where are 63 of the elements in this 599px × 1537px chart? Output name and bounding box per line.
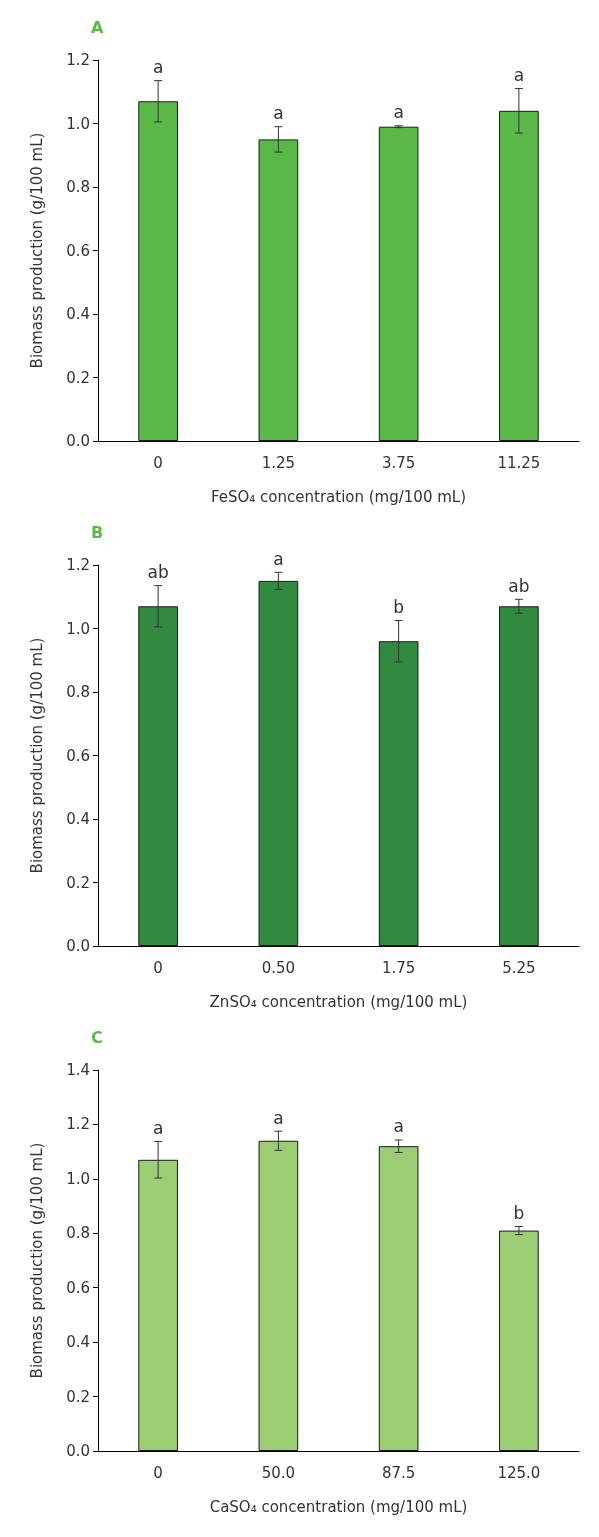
annotation: a — [273, 548, 284, 569]
y-tick-label: 0.8 — [66, 683, 90, 701]
annotation: a — [273, 103, 284, 124]
x-tick-label: 0 — [153, 958, 163, 977]
annotation: a — [393, 1115, 404, 1136]
bar — [138, 1159, 178, 1451]
annotation: ab — [147, 562, 169, 583]
y-tick-label: 1.4 — [66, 1061, 90, 1079]
x-tick-label: 1.75 — [381, 958, 416, 977]
bar — [258, 1140, 299, 1451]
y-tick-label: 1.0 — [66, 619, 90, 638]
annotation: b — [513, 1202, 525, 1223]
annotation: ab — [508, 575, 530, 596]
y-tick-label: 1.2 — [66, 51, 90, 69]
x-tick-label: 87.5 — [381, 1463, 416, 1482]
x-tick-label: 0.50 — [261, 958, 296, 977]
x-tick-label: 11.25 — [497, 453, 541, 472]
x-tick-label: 5.25 — [502, 958, 536, 977]
chart-title: C — [91, 1027, 103, 1047]
y-tick-label: 0.6 — [66, 1278, 90, 1297]
y-tick-label: 1.0 — [66, 114, 90, 133]
y-tick-label: 0.2 — [66, 873, 90, 892]
y-axis-title: Biomass production (g/100 mL) — [27, 132, 46, 369]
bar — [258, 139, 299, 441]
y-tick-label: 0.6 — [66, 746, 90, 765]
annotation: a — [152, 1118, 164, 1139]
y-tick-label: 0.4 — [66, 810, 90, 828]
x-axis-title: FeSO₄ concentration (mg/100 mL) — [210, 487, 467, 506]
annotation: b — [393, 597, 405, 618]
bar — [378, 126, 419, 441]
bar — [499, 110, 539, 441]
y-tick-label: 0.2 — [66, 1387, 90, 1406]
annotation: a — [513, 65, 525, 86]
y-tick-label: 0.0 — [66, 937, 90, 955]
x-tick-label: 125.0 — [497, 1463, 541, 1482]
y-axis-title: Biomass production (g/100 mL) — [27, 637, 46, 874]
x-tick-label: 0 — [153, 453, 163, 472]
x-tick-label: 3.75 — [381, 453, 416, 472]
bar — [378, 1146, 419, 1451]
x-tick-label: 1.25 — [261, 453, 296, 472]
y-tick-label: 1.2 — [66, 1115, 90, 1134]
x-tick-label: 50.0 — [261, 1463, 296, 1482]
x-tick-label: 0 — [153, 1463, 163, 1482]
annotation: a — [273, 1107, 284, 1128]
annotation: a — [152, 57, 164, 78]
y-tick-label: 0.4 — [66, 1333, 90, 1352]
bar — [499, 1230, 539, 1451]
y-axis-title: Biomass production (g/100 mL) — [27, 1142, 46, 1379]
y-tick-label: 0.4 — [66, 305, 90, 323]
x-axis-title: CaSO₄ concentration (mg/100 mL) — [209, 1497, 468, 1516]
y-tick-label: 0.8 — [66, 178, 90, 196]
y-tick-label: 0.2 — [66, 368, 90, 387]
bar — [138, 101, 178, 441]
y-tick-label: 0.6 — [66, 241, 90, 260]
annotation: a — [393, 102, 404, 123]
y-tick-label: 0.8 — [66, 1224, 90, 1243]
y-tick-label: 1.0 — [66, 1169, 90, 1188]
y-tick-label: 1.2 — [66, 556, 90, 574]
y-tick-label: 0.0 — [66, 1442, 90, 1460]
chart-title: A — [91, 17, 104, 37]
y-tick-label: 0.0 — [66, 432, 90, 450]
x-axis-title: ZnSO₄ concentration (mg/100 mL) — [209, 992, 468, 1011]
chart-title: B — [91, 522, 104, 542]
